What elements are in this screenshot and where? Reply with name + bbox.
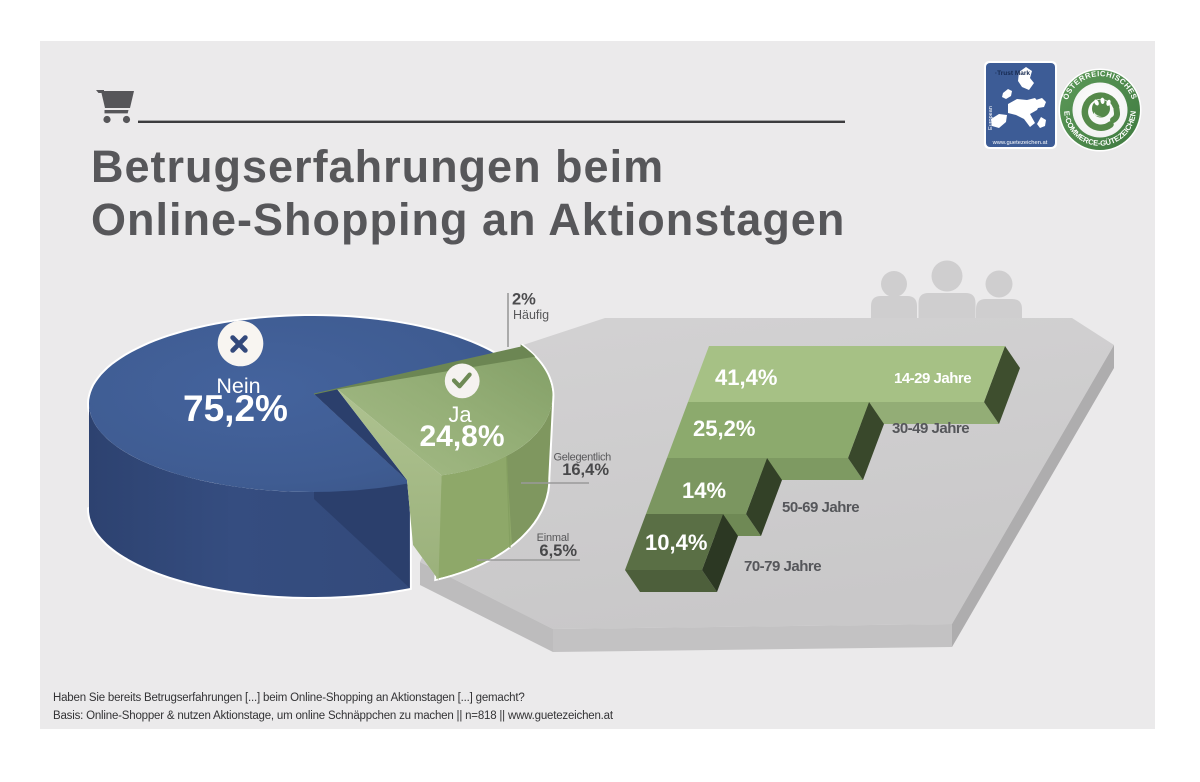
svg-text:14-29 Jahre: 14-29 Jahre [894, 370, 971, 387]
svg-text:6,5%: 6,5% [539, 542, 577, 560]
svg-text:Nein: Nein [216, 374, 260, 398]
svg-text:25,2%: 25,2% [693, 416, 755, 441]
svg-text:16,4%: 16,4% [562, 461, 609, 479]
svg-text:30-49 Jahre: 30-49 Jahre [892, 420, 969, 437]
svg-text:Online-Shopping an Aktionstage: Online-Shopping an Aktionstagen [91, 194, 845, 245]
svg-text:Betrugserfahrungen beim: Betrugserfahrungen beim [91, 141, 664, 192]
svg-text:10,4%: 10,4% [645, 530, 707, 555]
svg-text:Einmal: Einmal [537, 532, 569, 544]
svg-text:Häufig: Häufig [513, 308, 549, 322]
svg-text:www.guetezeichen.at: www.guetezeichen.at [992, 140, 1048, 146]
svg-text:2%: 2% [512, 291, 536, 309]
svg-text:24,8%: 24,8% [419, 420, 504, 453]
svg-text:Ja: Ja [448, 402, 472, 427]
svg-text:Gelegentlich: Gelegentlich [553, 452, 611, 464]
svg-text:75,2%: 75,2% [183, 388, 288, 429]
svg-text:European: European [988, 106, 994, 130]
svg-text:50-69 Jahre: 50-69 Jahre [782, 499, 859, 516]
svg-text:41,4%: 41,4% [715, 365, 777, 390]
svg-text:70-79 Jahre: 70-79 Jahre [744, 558, 821, 575]
svg-text:·Trust Mark: ·Trust Mark [995, 70, 1030, 77]
svg-text:14%: 14% [682, 478, 726, 503]
svg-text:Haben Sie bereits Betrugserfah: Haben Sie bereits Betrugserfahrungen [..… [53, 692, 525, 704]
svg-text:Basis: Online-Shopper & nutzen: Basis: Online-Shopper & nutzen Aktionsta… [53, 710, 614, 722]
